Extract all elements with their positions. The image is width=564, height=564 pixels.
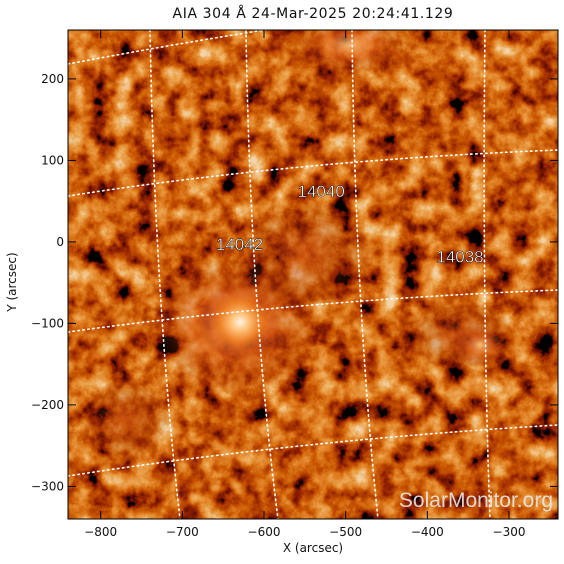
image-title: AIA 304 Å 24-Mar-2025 20:24:41.129 [172, 6, 454, 22]
y-tick-label: 0 [56, 235, 64, 249]
active-region-14042-core [198, 282, 282, 362]
y-tick-label: −200 [31, 398, 64, 412]
region-labels: 14040 14042 14038 [216, 182, 484, 267]
noaa-region-label: 14040 [298, 182, 345, 201]
active-region-14040-glow [235, 200, 375, 310]
noaa-region-label: 14042 [216, 235, 263, 254]
heliographic-grid [68, 30, 558, 519]
x-axis-ticks: −800 −700 −600 −500 −400 −300 [84, 30, 525, 539]
x-tick-label: −500 [329, 525, 362, 539]
y-tick-label: 100 [41, 153, 64, 167]
noaa-region-label: 14038 [436, 247, 483, 266]
y-axis-label: Y (arcsec) [5, 252, 19, 312]
y-tick-label: 200 [41, 72, 64, 86]
x-tick-label: −400 [411, 525, 444, 539]
active-region-14038-core [450, 323, 510, 367]
watermark: SolarMonitor.org [399, 489, 553, 512]
x-axis-label: X (arcsec) [282, 541, 344, 555]
top-bright-region [295, 30, 405, 73]
y-axis-ticks: 200 100 0 −100 −200 −300 [31, 72, 558, 493]
lower-left-glow [80, 380, 170, 460]
y-tick-label: −100 [31, 316, 64, 330]
plot-frame [67, 29, 559, 520]
x-tick-label: −800 [84, 525, 117, 539]
x-tick-label: −700 [166, 525, 199, 539]
y-tick-label: −300 [31, 479, 64, 493]
x-tick-label: −300 [493, 525, 526, 539]
x-tick-label: −600 [248, 525, 281, 539]
